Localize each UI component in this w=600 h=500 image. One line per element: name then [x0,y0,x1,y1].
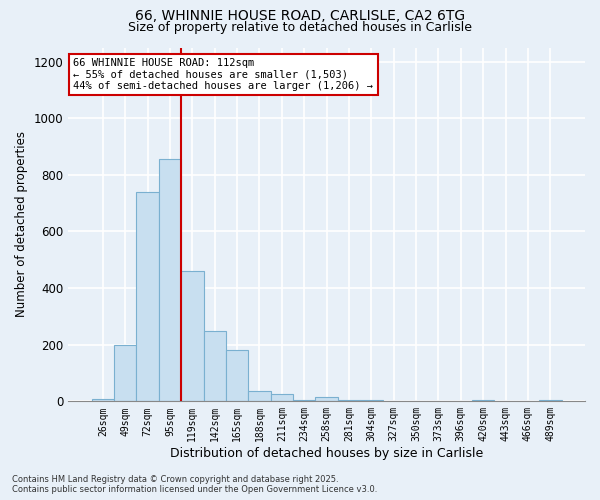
Bar [159,160,181,402]
Text: Size of property relative to detached houses in Carlisle: Size of property relative to detached ho… [128,21,472,34]
Bar [181,271,203,402]
Text: 66 WHINNIE HOUSE ROAD: 112sqm
← 55% of detached houses are smaller (1,503)
44% o: 66 WHINNIE HOUSE ROAD: 112sqm ← 55% of d… [73,58,373,92]
Bar [517,401,539,402]
Bar [316,397,338,402]
Bar [405,401,427,402]
Bar [226,350,248,402]
Bar [338,400,360,402]
Bar [271,394,293,402]
Bar [427,401,449,402]
X-axis label: Distribution of detached houses by size in Carlisle: Distribution of detached houses by size … [170,447,483,460]
Bar [449,401,472,402]
Bar [248,392,271,402]
Bar [92,398,114,402]
Text: 66, WHINNIE HOUSE ROAD, CARLISLE, CA2 6TG: 66, WHINNIE HOUSE ROAD, CARLISLE, CA2 6T… [135,9,465,23]
Bar [136,192,159,402]
Text: Contains HM Land Registry data © Crown copyright and database right 2025.
Contai: Contains HM Land Registry data © Crown c… [12,474,377,494]
Y-axis label: Number of detached properties: Number of detached properties [15,132,28,318]
Bar [472,400,494,402]
Bar [293,400,316,402]
Bar [494,401,517,402]
Bar [360,400,383,402]
Bar [383,401,405,402]
Bar [203,330,226,402]
Bar [114,344,136,402]
Bar [539,400,562,402]
